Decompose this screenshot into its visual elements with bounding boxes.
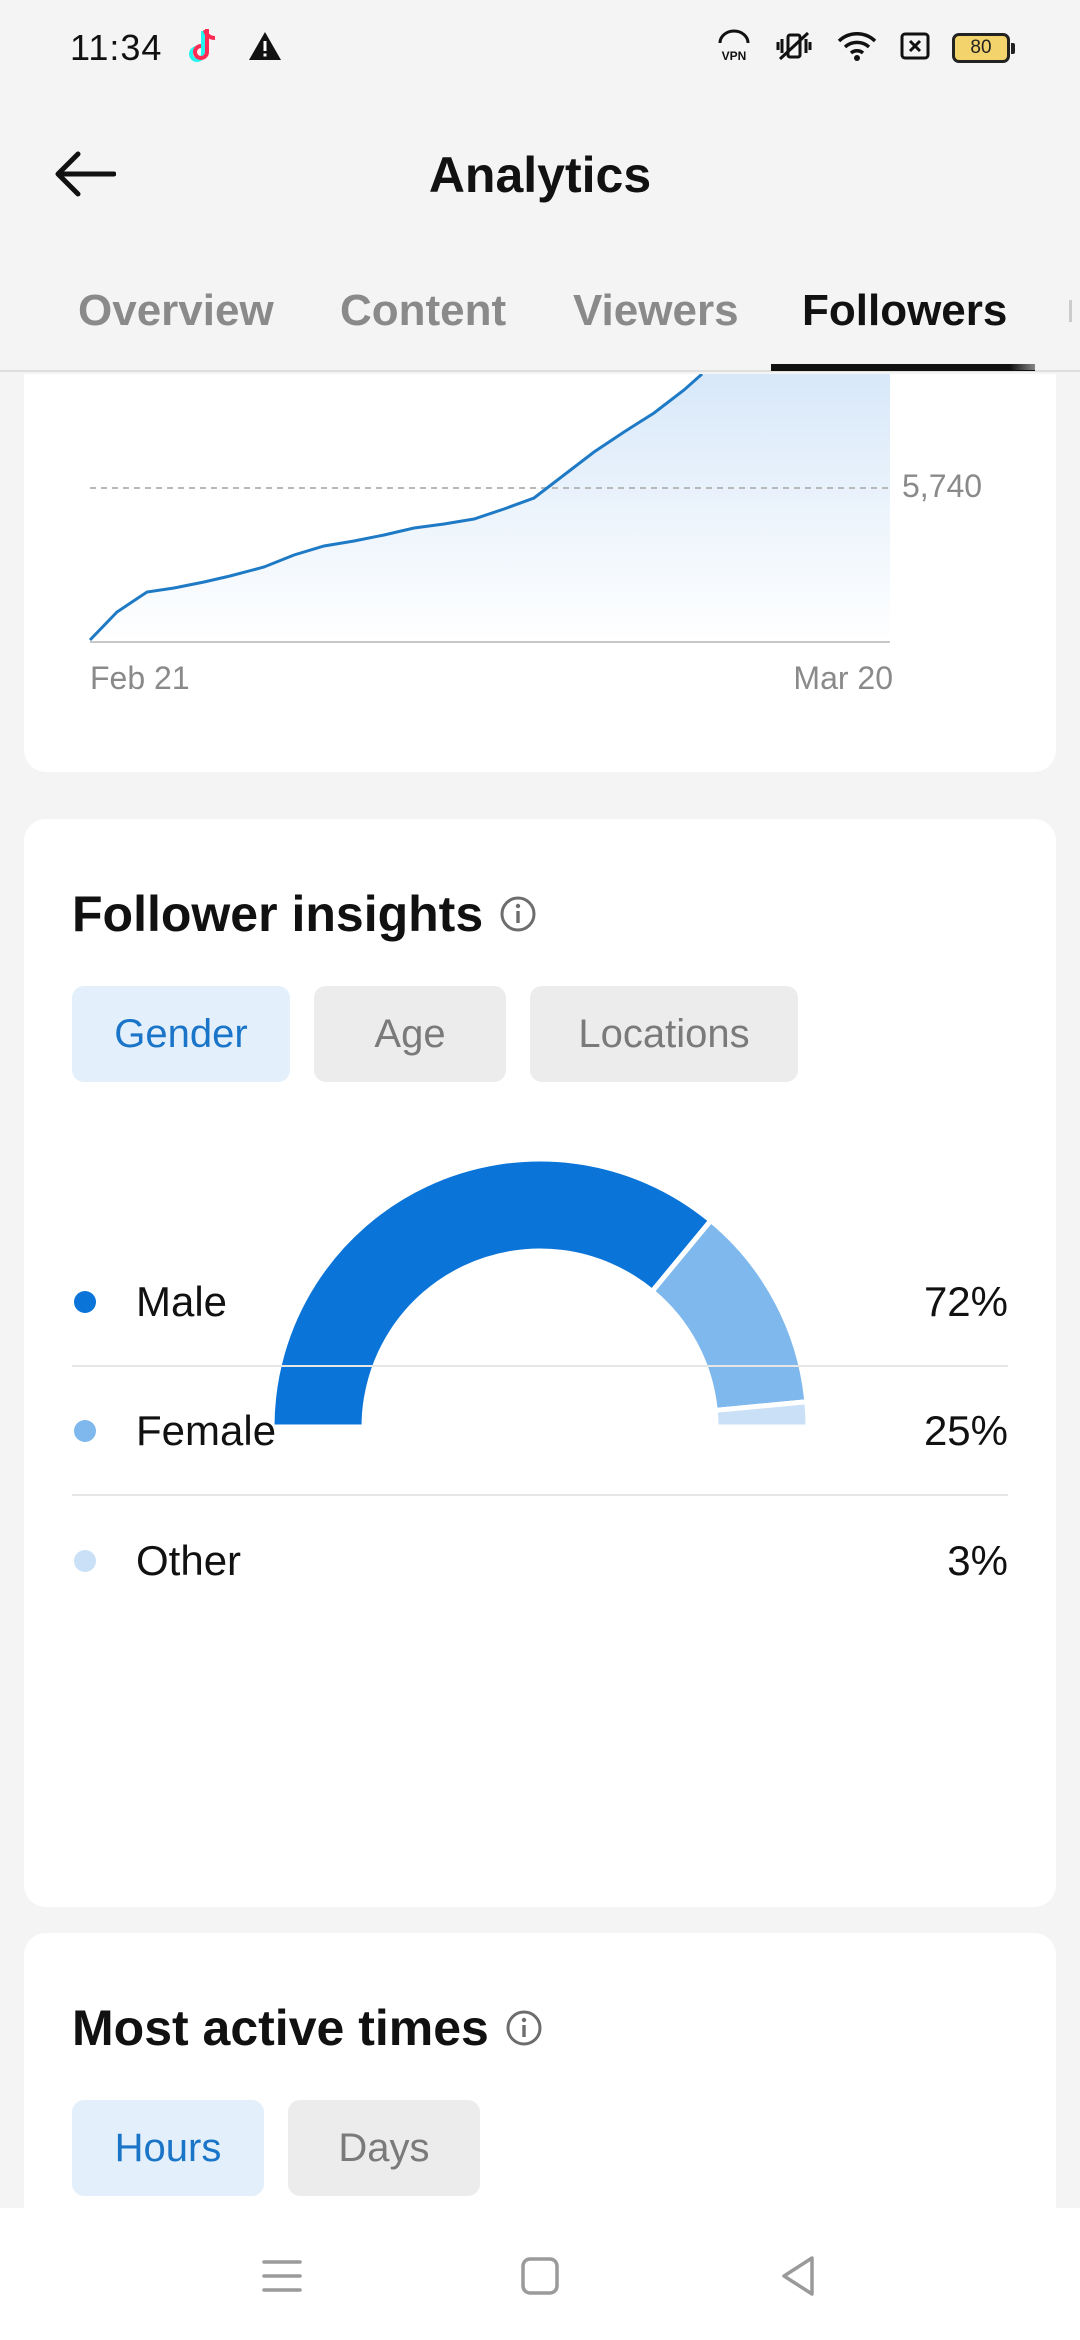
- legend-row-other: Other 3%: [72, 1497, 1008, 1625]
- chip-age[interactable]: Age: [314, 986, 506, 1082]
- vpn-icon: VPN: [716, 29, 752, 68]
- x-axis-start-label: Feb 21: [90, 660, 190, 696]
- legend-value-other: 3%: [947, 1537, 1008, 1584]
- legend-row-female: Female 25%: [72, 1368, 1008, 1496]
- header: Analytics: [0, 96, 1080, 256]
- chip-hours[interactable]: Hours: [72, 2100, 264, 2196]
- follower-growth-chart: [88, 374, 890, 643]
- donut-slice-other: [712, 1399, 811, 1430]
- legend-name-male: Male: [136, 1278, 228, 1325]
- tab-overview[interactable]: Overview: [78, 286, 274, 335]
- status-bar: 11:34 VPN: [0, 0, 1080, 96]
- legend-dot-female: [74, 1420, 96, 1442]
- wifi-icon: [836, 29, 878, 68]
- info-icon[interactable]: [505, 2009, 543, 2047]
- legend-dot-other: [74, 1550, 96, 1572]
- legend-row-male: Male 72%: [72, 1239, 1008, 1367]
- donut-slice-male: [269, 1156, 715, 1430]
- chip-locations[interactable]: Locations: [530, 986, 798, 1082]
- reference-label: 5,740: [902, 468, 983, 504]
- arrow-left-icon: [55, 151, 116, 197]
- back-nav-button[interactable]: [770, 2248, 826, 2304]
- chart-area-fill: [90, 374, 890, 642]
- follower-insights-heading: Follower insights: [72, 885, 537, 943]
- page-title: Analytics: [428, 147, 652, 203]
- menu-button[interactable]: [254, 2248, 310, 2304]
- legend-value-male: 72%: [923, 1278, 1008, 1325]
- chip-gender[interactable]: Gender: [72, 986, 290, 1082]
- legend-dot-male: [74, 1291, 96, 1313]
- svg-text:VPN: VPN: [722, 49, 747, 63]
- most-active-times-card: Most active times Hours Days: [24, 1933, 1056, 2233]
- chart-line: [88, 374, 703, 642]
- status-time: 11:34: [70, 27, 163, 68]
- legend-name-other: Other: [136, 1537, 242, 1584]
- warning-icon: [248, 31, 282, 66]
- back-button[interactable]: [48, 138, 120, 210]
- follower-growth-card: 5,740 Feb 21 Mar 20: [24, 374, 1056, 772]
- legend-value-female: 25%: [923, 1407, 1008, 1454]
- most-active-times-heading: Most active times: [72, 1999, 543, 2057]
- active-times-chip-row: Hours Days: [72, 2100, 480, 2196]
- legend-name-female: Female: [136, 1407, 277, 1454]
- insight-chip-row: Gender Age Locations: [72, 986, 798, 1082]
- x-axis-end-label: Mar 20: [793, 660, 893, 696]
- back-triangle-icon: [782, 2256, 814, 2296]
- tab-followers[interactable]: Followers: [802, 286, 1008, 335]
- follower-insights-title: Follower insights: [72, 886, 484, 942]
- vibrate-icon: [774, 29, 814, 68]
- tab-viewers[interactable]: Viewers: [573, 286, 739, 335]
- tiktok-icon: [188, 27, 222, 70]
- tab-scroll-fade: [1010, 256, 1080, 370]
- gender-donut-chart: [269, 1156, 811, 1430]
- info-icon[interactable]: [499, 895, 537, 933]
- sim-icon: [900, 31, 930, 66]
- tab-active-indicator: [771, 364, 1035, 371]
- tab-bar: Overview Content Viewers Followers: [0, 256, 1080, 372]
- home-button[interactable]: [512, 2248, 568, 2304]
- follower-insights-card: Follower insights Gender Age Locations M…: [24, 819, 1056, 1907]
- tab-content[interactable]: Content: [340, 286, 507, 335]
- most-active-times-title: Most active times: [72, 2000, 489, 2056]
- system-nav-bar: [0, 2208, 1080, 2340]
- home-icon: [521, 2257, 559, 2295]
- chip-days[interactable]: Days: [288, 2100, 480, 2196]
- battery-icon: 80: [952, 33, 1015, 63]
- menu-icon: [262, 2260, 302, 2292]
